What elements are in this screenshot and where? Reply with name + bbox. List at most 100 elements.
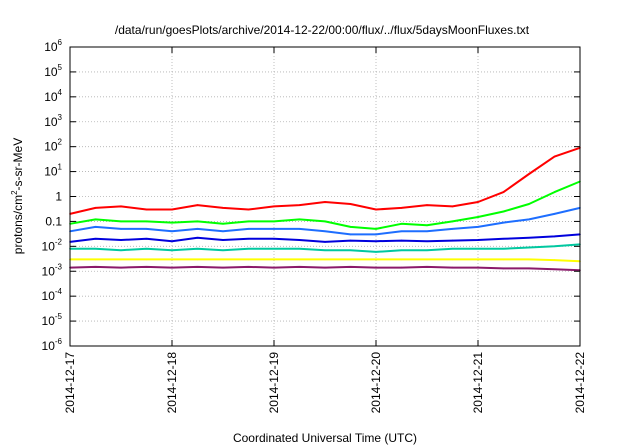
series-6-point — [477, 258, 479, 261]
series-2-point — [94, 218, 97, 221]
series-6-point — [247, 258, 250, 261]
series-6-point — [324, 258, 326, 261]
series-7-point — [94, 266, 97, 268]
series-2-point — [273, 220, 275, 223]
series-3-point — [247, 228, 250, 230]
y-tick-base: 10 — [44, 140, 58, 154]
tick-marks — [69, 46, 581, 347]
x-axis-label: Coordinated Universal Time (UTC) — [233, 431, 417, 445]
series-1-point — [324, 201, 326, 203]
series-2-point — [426, 224, 428, 227]
series-6-point — [171, 258, 173, 261]
series-4-point — [171, 240, 173, 242]
series-6-point — [94, 258, 97, 261]
series-2-point — [528, 203, 530, 205]
y-tick-label: 101 — [44, 163, 62, 179]
series-6-point — [349, 258, 352, 261]
series-3-point — [196, 228, 199, 230]
series-5-point — [400, 249, 403, 251]
series-2-point — [400, 223, 403, 225]
series-5-point — [196, 247, 199, 250]
series-5-point — [298, 247, 301, 250]
series-1-point — [196, 204, 199, 206]
x-tick-label: 2014-12-20 — [369, 352, 383, 414]
series-7-point — [222, 266, 224, 269]
series-5-point — [94, 247, 97, 250]
y-tick-exponent: 1 — [58, 163, 63, 172]
series-6-point — [196, 258, 199, 261]
y-tick-base: 10 — [44, 115, 58, 129]
series-3-point — [400, 230, 403, 233]
y-tick-exponent: 3 — [58, 113, 63, 122]
series-7-point — [247, 266, 250, 268]
series-7-point — [196, 266, 199, 268]
x-tick-label: 2014-12-18 — [165, 352, 179, 414]
series-3-point — [477, 226, 479, 228]
y-tick-base: 10 — [42, 289, 56, 303]
series-4-point — [553, 235, 556, 238]
series-1-point — [451, 205, 454, 208]
series-7-point — [324, 266, 326, 269]
series-1-point — [426, 204, 428, 206]
y-tick-base: 10 — [44, 90, 58, 104]
y-tick-label: 10-2 — [42, 237, 63, 253]
series-5-point — [145, 247, 148, 250]
series-7-point — [400, 266, 403, 269]
series-2-point — [120, 220, 122, 223]
y-tick-exponent: -2 — [55, 237, 63, 246]
series-7-point — [477, 266, 479, 269]
y-tick-label: 1 — [55, 190, 62, 204]
series-3-point — [273, 228, 275, 230]
series-3-point — [502, 221, 505, 224]
series-4-point — [222, 239, 224, 241]
series-5-point — [553, 245, 556, 248]
series-4-point — [94, 238, 97, 240]
series-1-point — [247, 208, 250, 211]
series-4-point — [196, 237, 199, 239]
series-2-point — [145, 220, 148, 223]
series-2-point — [247, 220, 250, 223]
series-4-point — [477, 239, 479, 241]
series-7-point — [426, 266, 428, 268]
y-tick-exponent: 6 — [58, 38, 63, 47]
series-5-point — [528, 246, 530, 249]
y-axis-label-base: protons/cm — [11, 195, 25, 254]
series-5-point — [502, 247, 505, 250]
y-tick-exponent: 2 — [58, 138, 63, 147]
series-7-point — [171, 266, 173, 269]
series-5-point — [451, 247, 454, 250]
y-tick-label: 102 — [44, 138, 62, 154]
series-6-point — [298, 258, 301, 261]
series-1-point — [349, 203, 352, 205]
x-tick-labels: 2014-12-17 2014-12-18 2014-12-19 2014-12-20… — [63, 352, 587, 414]
series-3-point — [451, 228, 454, 230]
y-axis-label: protons/cm2-s-sr-MeV — [10, 138, 25, 254]
y-tick-base: 10 — [42, 339, 56, 353]
y-axis-label-exponent: 2 — [10, 190, 19, 195]
series-6-point — [375, 258, 377, 261]
series-6-point — [222, 258, 224, 261]
series-2-point — [451, 220, 454, 223]
series-3-point — [349, 233, 352, 236]
series-6-point — [528, 258, 530, 261]
x-tick-label: 2014-12-21 — [471, 352, 485, 414]
series-1-point — [400, 207, 403, 209]
series-5-point — [349, 249, 352, 251]
series-2-point — [298, 218, 301, 221]
series-6-point — [451, 258, 454, 261]
series-4-point — [247, 238, 250, 240]
series-2-point — [477, 216, 479, 218]
series-3-point — [528, 218, 530, 221]
series-7-point — [298, 266, 301, 268]
y-tick-label: 10-4 — [42, 287, 63, 303]
series-2-point — [349, 226, 352, 228]
y-tick-exponent: -4 — [55, 287, 63, 296]
series-7-point — [502, 267, 505, 270]
y-tick-label: 10-5 — [42, 312, 63, 328]
series-1-point — [120, 205, 122, 208]
series-1-point — [477, 201, 479, 203]
series-7-point — [375, 266, 377, 269]
series-1-point — [528, 173, 530, 175]
series-5-point — [247, 247, 250, 250]
